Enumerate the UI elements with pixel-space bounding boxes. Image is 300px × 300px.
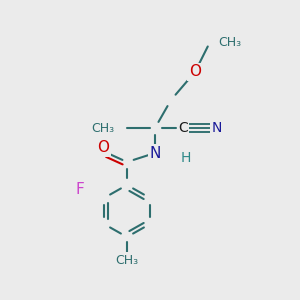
Text: O: O (97, 140, 109, 155)
Text: CH₃: CH₃ (91, 122, 114, 134)
Text: C: C (178, 121, 188, 135)
Text: CH₃: CH₃ (218, 35, 241, 49)
Text: H: H (181, 151, 191, 165)
Text: O: O (189, 64, 201, 80)
Text: CH₃: CH₃ (116, 254, 139, 266)
Text: N: N (212, 121, 222, 135)
Text: N: N (149, 146, 161, 160)
Text: F: F (76, 182, 84, 197)
